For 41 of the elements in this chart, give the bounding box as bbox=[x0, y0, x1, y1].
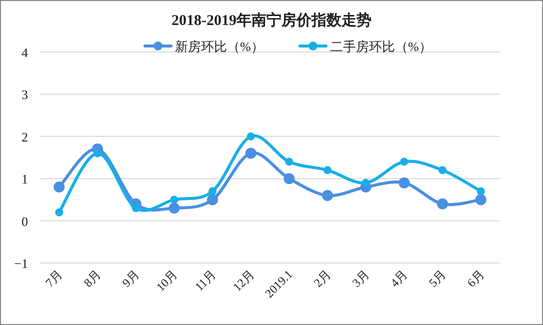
y-tick-label: 0 bbox=[22, 214, 28, 229]
x-tick-label: 12月 bbox=[230, 267, 257, 294]
y-tick-label: 4 bbox=[22, 45, 28, 60]
y-tick-label: 1 bbox=[22, 172, 28, 187]
chart-title: 2018-2019年南宁房价指数走势 bbox=[172, 11, 372, 29]
y-tick-label: −1 bbox=[14, 256, 28, 271]
point bbox=[437, 198, 448, 210]
point bbox=[475, 194, 486, 206]
point bbox=[398, 177, 410, 188]
point bbox=[170, 196, 178, 204]
point bbox=[322, 190, 333, 201]
point bbox=[476, 187, 485, 196]
x-tick-label: 10月 bbox=[153, 267, 180, 294]
y-tick-label: 3 bbox=[22, 87, 28, 102]
point bbox=[208, 187, 216, 196]
x-tick-label: 11月 bbox=[192, 267, 219, 294]
x-tick-label: 4月 bbox=[388, 267, 410, 290]
point bbox=[285, 158, 294, 166]
point bbox=[54, 182, 65, 193]
point bbox=[324, 166, 332, 174]
legend-label: 新房环比（%） bbox=[175, 39, 264, 54]
point bbox=[245, 148, 256, 159]
x-tick-label: 8月 bbox=[80, 267, 104, 290]
point bbox=[362, 178, 370, 187]
x-tick-label: 9月 bbox=[119, 267, 142, 290]
y-tick-label: 2 bbox=[22, 129, 28, 144]
point bbox=[132, 204, 140, 212]
x-tick-label: 7月 bbox=[42, 267, 66, 290]
point bbox=[400, 158, 408, 166]
point bbox=[438, 166, 446, 174]
point bbox=[207, 194, 218, 206]
point bbox=[94, 149, 102, 158]
x-tick-label: 6月 bbox=[464, 267, 487, 290]
x-tick-label: 5月 bbox=[426, 267, 449, 290]
point bbox=[168, 202, 180, 214]
x-tick-label: 2月 bbox=[310, 267, 334, 290]
legend-label: 二手房环比（%） bbox=[330, 39, 432, 54]
point bbox=[246, 132, 255, 140]
point bbox=[55, 208, 64, 216]
point bbox=[284, 173, 295, 184]
x-tick-label: 3月 bbox=[349, 267, 372, 290]
